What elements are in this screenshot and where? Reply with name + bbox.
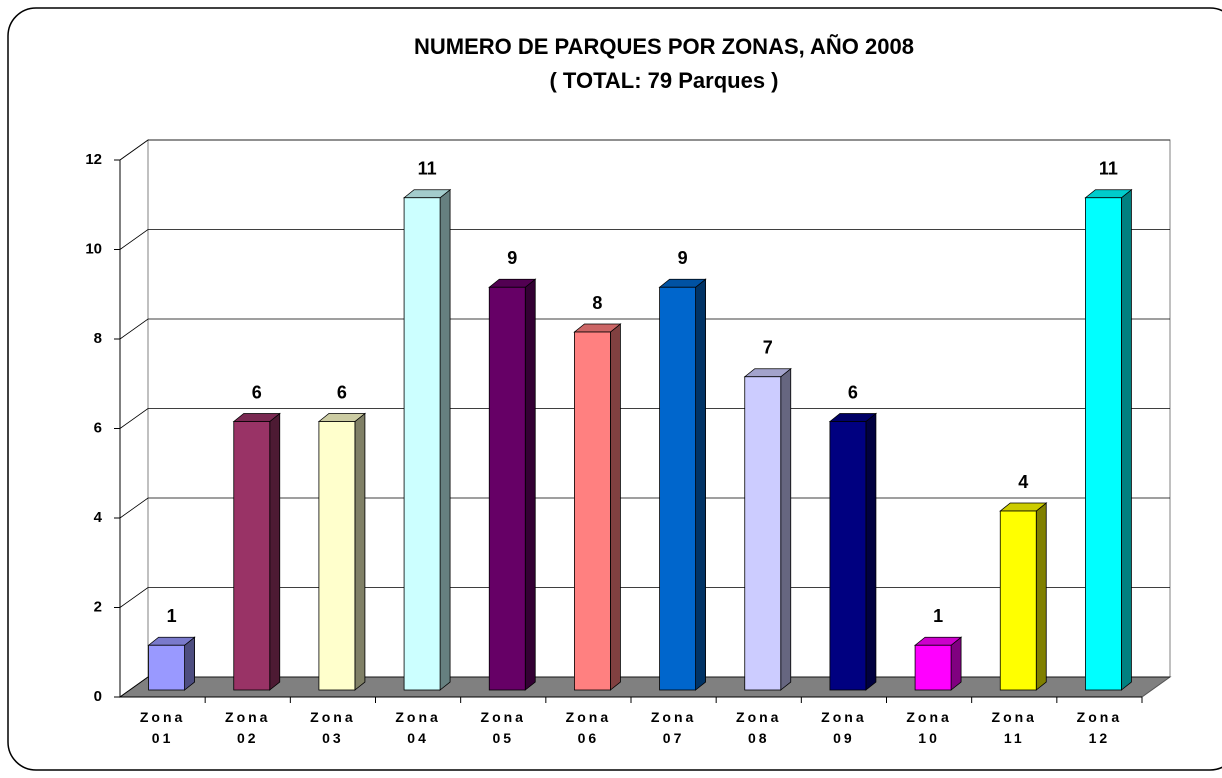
bar [233, 421, 271, 691]
x-tick-label: Zona 12 [1076, 709, 1123, 746]
bar-side [695, 278, 706, 691]
grid-line [119, 587, 1170, 608]
bar [148, 644, 185, 691]
bar-side [439, 188, 451, 691]
bar-side [950, 636, 962, 691]
bar-side [354, 412, 366, 691]
data-label: 8 [592, 293, 602, 313]
bar [318, 421, 356, 691]
bar-side [780, 367, 792, 691]
x-tick-label: Zona 06 [565, 709, 612, 746]
bar-side [524, 278, 536, 691]
data-label: 7 [763, 338, 773, 358]
data-label: 9 [507, 248, 517, 268]
y-tick-label: 2 [94, 598, 102, 615]
data-label: 6 [252, 382, 262, 402]
data-label: 1 [167, 606, 177, 626]
bar [999, 510, 1037, 691]
x-tick-label: Zona 02 [225, 709, 271, 746]
x-tick-label: Zona 11 [991, 709, 1037, 746]
bar-side [610, 323, 621, 691]
bar-side [865, 412, 877, 691]
x-tick-label: Zona 01 [139, 709, 186, 746]
data-label: 1 [933, 606, 943, 626]
data-label: 11 [418, 159, 437, 179]
data-label: 4 [1018, 472, 1028, 492]
chart-title: NUMERO DE PARQUES POR ZONAS, AÑO 2008 [414, 34, 914, 59]
y-tick-label: 8 [94, 330, 102, 347]
bar [744, 376, 782, 691]
x-tick-label: Zona 04 [395, 709, 441, 746]
bar-side [269, 412, 281, 691]
grid-line [119, 139, 1170, 161]
bar [829, 421, 867, 691]
bar [659, 286, 696, 691]
y-tick-label: 6 [94, 419, 102, 436]
data-label: 6 [848, 382, 858, 402]
bar [488, 286, 526, 691]
grid-line [119, 676, 1170, 698]
chart-subtitle: ( TOTAL: 79 Parques ) [549, 68, 778, 93]
data-label: 6 [337, 382, 347, 402]
y-tick-label: 10 [85, 240, 102, 257]
grid-line [119, 408, 1170, 429]
x-tick-label: Zona 05 [480, 709, 526, 746]
bar-side [1035, 502, 1047, 691]
data-label: 9 [678, 248, 688, 268]
x-tick-label: Zona 10 [906, 709, 952, 746]
grid-line [119, 318, 1170, 340]
bar [914, 644, 952, 691]
bar [1085, 197, 1122, 691]
x-tick-label: Zona 07 [650, 709, 697, 746]
grid-line [119, 229, 1170, 250]
y-tick-label: 12 [85, 151, 102, 168]
data-label: 11 [1099, 159, 1118, 179]
y-tick-label: 0 [94, 688, 102, 705]
bar [574, 331, 611, 691]
grid-line [119, 497, 1170, 519]
bar [403, 197, 441, 691]
x-tick-label: Zona 03 [310, 709, 356, 746]
y-tick-label: 4 [94, 509, 103, 526]
x-tick-label: Zona 08 [736, 709, 782, 746]
bar-side [184, 636, 195, 691]
bar-side [1121, 188, 1132, 691]
x-tick-label: Zona 09 [821, 709, 867, 746]
